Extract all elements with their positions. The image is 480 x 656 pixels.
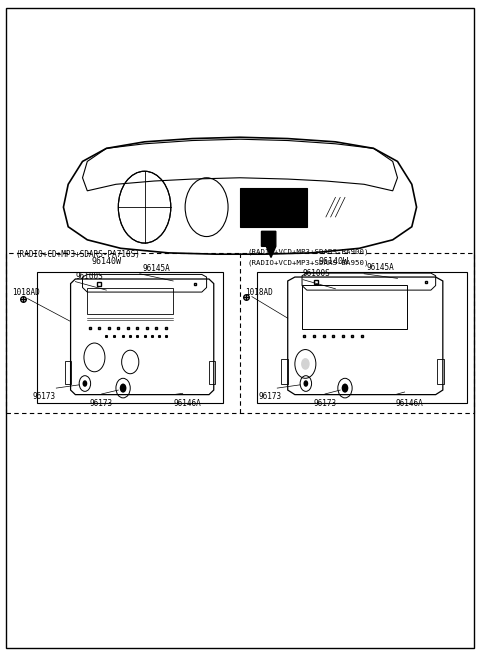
Text: 96173: 96173 bbox=[90, 399, 113, 407]
Text: 96145A: 96145A bbox=[366, 263, 394, 272]
Text: 96173: 96173 bbox=[314, 399, 337, 407]
Circle shape bbox=[83, 380, 87, 387]
Text: 96173: 96173 bbox=[33, 392, 56, 401]
Text: 96140W: 96140W bbox=[91, 257, 121, 266]
Circle shape bbox=[342, 384, 348, 393]
Text: 96100S: 96100S bbox=[303, 270, 331, 278]
Text: 96145A: 96145A bbox=[142, 264, 170, 273]
Text: 96140W: 96140W bbox=[318, 257, 348, 266]
Text: 96100S: 96100S bbox=[75, 272, 103, 281]
Polygon shape bbox=[262, 232, 276, 257]
Circle shape bbox=[301, 358, 310, 370]
Text: 1018AD: 1018AD bbox=[245, 287, 273, 297]
Text: 1018AD: 1018AD bbox=[12, 287, 40, 297]
Text: 96146A: 96146A bbox=[173, 399, 201, 407]
FancyBboxPatch shape bbox=[6, 8, 474, 648]
Text: 96173: 96173 bbox=[259, 392, 282, 401]
Circle shape bbox=[120, 384, 126, 393]
Text: 96146A: 96146A bbox=[395, 399, 423, 407]
FancyBboxPatch shape bbox=[240, 188, 307, 227]
Text: (RADIO+CD+MP3+SDARS-PA710S): (RADIO+CD+MP3+SDARS-PA710S) bbox=[16, 251, 141, 259]
Text: (RADIO+VCD+MP3+SDARS-BA950): (RADIO+VCD+MP3+SDARS-BA950) bbox=[247, 259, 369, 266]
Text: (RADIO+VCD+MP3+SDARS-BA900): (RADIO+VCD+MP3+SDARS-BA900) bbox=[247, 249, 369, 255]
Circle shape bbox=[303, 380, 308, 387]
